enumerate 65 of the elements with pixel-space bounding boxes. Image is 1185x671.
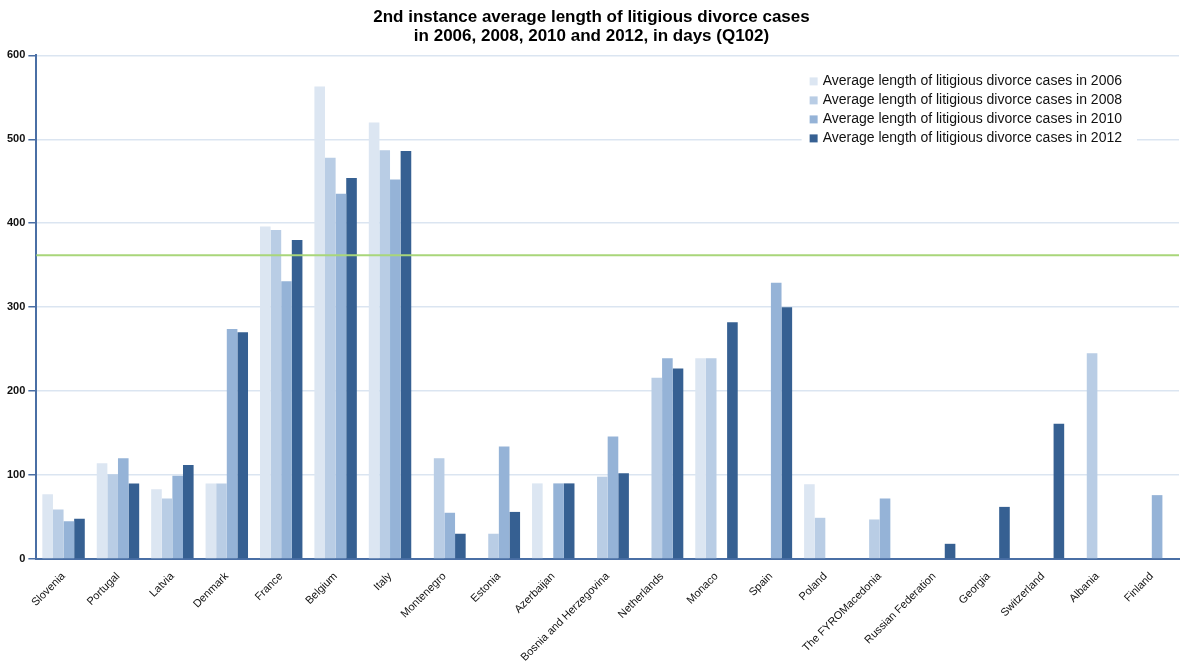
bar — [705, 358, 717, 559]
y-tick-label: 600 — [6, 48, 26, 61]
legend-label: Average length of litigious divorce cases in 2008 — [822, 91, 1123, 108]
bar — [379, 150, 391, 559]
bar — [607, 436, 619, 559]
bar — [42, 494, 53, 559]
bar — [1151, 495, 1163, 559]
bar — [237, 332, 249, 559]
bar — [781, 307, 793, 559]
bar — [999, 506, 1010, 559]
bar — [182, 464, 194, 559]
bar — [869, 519, 880, 559]
bar — [1053, 423, 1065, 559]
bar — [597, 476, 608, 559]
bar — [553, 483, 564, 559]
y-tick-label: 100 — [6, 468, 26, 481]
y-tick-label: 300 — [6, 300, 26, 313]
bar — [563, 483, 575, 559]
bar — [346, 177, 357, 559]
bar — [770, 282, 782, 559]
bar — [74, 518, 85, 559]
y-tick-label: 0 — [19, 551, 26, 564]
legend-label: Average length of litigious divorce cases in 2010 — [822, 110, 1123, 127]
y-tick-label: 400 — [6, 216, 26, 229]
bar — [281, 281, 292, 559]
bar — [270, 229, 282, 559]
bar — [618, 473, 629, 559]
bar — [52, 509, 64, 559]
bar — [509, 511, 521, 559]
bar — [1086, 353, 1098, 559]
bar — [226, 328, 238, 559]
bar — [488, 533, 499, 559]
bar — [532, 483, 543, 559]
bar — [63, 521, 75, 559]
legend-label: Average length of litigious divorce cases in 2006 — [822, 72, 1123, 89]
bar — [879, 498, 891, 559]
bar — [672, 368, 684, 559]
x-tick-label: Italy — [370, 569, 394, 593]
bar — [814, 517, 826, 559]
bar — [804, 484, 815, 559]
bar — [944, 543, 956, 559]
bar — [205, 483, 217, 559]
bar — [151, 489, 162, 559]
chart-title: 2nd instance average length of litigious divorce cases in 2006, 2008, 2010 and 2012, in days (Q102) — [373, 7, 810, 45]
bar — [498, 446, 510, 559]
bar — [161, 498, 173, 559]
bar — [651, 377, 663, 559]
bar — [216, 483, 227, 559]
bar — [107, 474, 118, 559]
bar — [291, 240, 303, 559]
y-tick-label: 200 — [6, 384, 26, 397]
bar — [662, 358, 673, 559]
y-tick-label: 500 — [6, 132, 26, 145]
bar — [172, 475, 183, 559]
legend-label: Average length of litigious divorce cases in 2012 — [822, 129, 1123, 146]
bar — [335, 193, 347, 559]
bar — [433, 458, 445, 559]
bar — [117, 458, 129, 559]
bar — [128, 483, 140, 559]
bar — [444, 512, 456, 559]
bar — [400, 151, 412, 559]
bar — [390, 179, 401, 559]
bar — [727, 322, 738, 559]
bar — [325, 157, 336, 559]
bar — [455, 533, 466, 559]
